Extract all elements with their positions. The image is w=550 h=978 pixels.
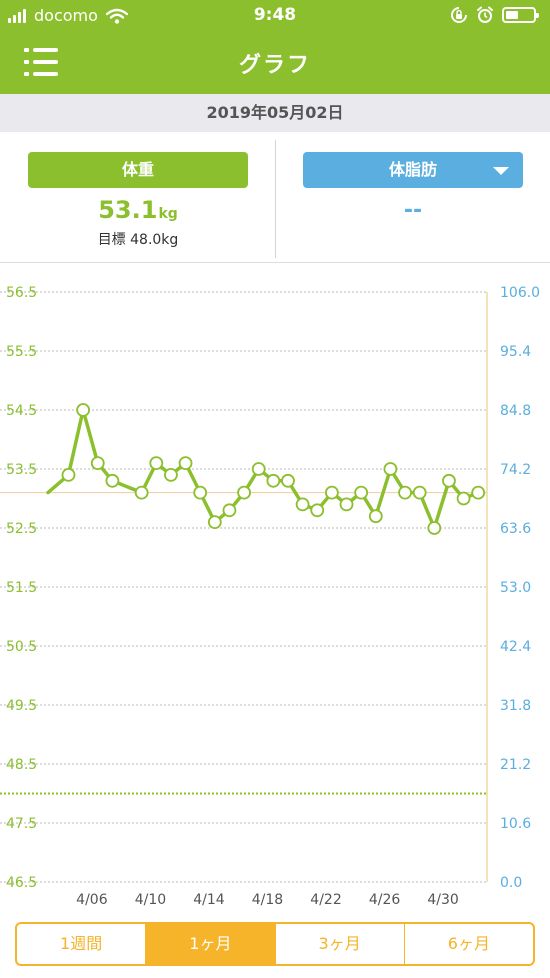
weight-tag: 体重 — [28, 152, 248, 188]
data-point — [164, 467, 178, 482]
data-point — [339, 497, 354, 512]
data-point — [266, 473, 281, 488]
list-menu-icon[interactable] — [24, 47, 58, 77]
data-point — [207, 515, 222, 530]
y-right-tick-label: 0.0 — [500, 875, 522, 891]
y-right-tick-label: 95.4 — [500, 344, 531, 360]
x-tick-label: 4/06 — [76, 892, 108, 908]
data-point — [178, 456, 193, 471]
data-point — [134, 485, 149, 500]
data-point — [295, 497, 310, 512]
y-left-tick-label: 53.5 — [6, 462, 37, 478]
nav-bar: グラフ — [0, 32, 550, 94]
data-point — [456, 491, 471, 506]
data-point — [251, 462, 266, 476]
signal-icon — [8, 8, 28, 23]
y-left-tick-label: 51.5 — [6, 580, 37, 596]
y-right-tick-label: 106.0 — [500, 285, 540, 301]
chart-svg: 56.5 106.0 55.5 95.4 54.5 84.8 53.5 74.2 52.5 63.… — [0, 285, 540, 908]
y-right-tick-label: 10.6 — [500, 816, 531, 832]
x-tick-label: 4/26 — [369, 892, 401, 908]
y-right-tick-label: 42.4 — [500, 639, 531, 655]
status-right — [450, 6, 539, 24]
x-tick-label: 4/10 — [135, 892, 166, 908]
dropdown-arrow-icon — [493, 167, 509, 175]
data-point — [61, 467, 76, 482]
y-right-tick-label: 53.0 — [500, 580, 531, 596]
alarm-icon — [477, 6, 493, 23]
data-point — [105, 473, 120, 488]
x-tick-label: 4/18 — [252, 892, 283, 908]
wifi-icon — [105, 8, 128, 24]
y-right-tick-label: 21.2 — [500, 757, 531, 773]
y-left-tick-label: 52.5 — [6, 521, 37, 537]
y-right-tick-label: 84.8 — [500, 403, 531, 419]
period-tabs: 1週間 1ヶ月 3ヶ月 6ヶ月 — [15, 922, 535, 966]
weight-number: 53.1 — [98, 196, 158, 224]
data-point — [76, 403, 91, 417]
rotation-lock-icon — [451, 7, 467, 23]
y-right-tick-label: 31.8 — [500, 698, 531, 714]
x-tick-label: 4/30 — [427, 892, 458, 908]
data-point — [412, 485, 427, 500]
battery-icon — [502, 7, 539, 23]
data-point — [398, 485, 412, 500]
page-title: グラフ — [238, 53, 311, 78]
x-tick-label: 4/22 — [310, 892, 341, 908]
data-point — [193, 485, 208, 500]
data-point — [383, 462, 398, 476]
date-label: 2019年05月02日 — [0, 94, 550, 132]
data-point — [442, 473, 456, 488]
data-point — [471, 485, 486, 500]
data-point — [149, 456, 164, 471]
y-left-tick-label: 55.5 — [6, 344, 37, 360]
status-time: 9:48 — [253, 5, 297, 25]
period-tab[interactable]: 1週間 — [17, 924, 147, 964]
period-tab[interactable]: 1ヶ月 — [146, 924, 276, 964]
data-point — [324, 485, 339, 500]
data-point — [354, 485, 369, 500]
period-tab[interactable]: 6ヶ月 — [447, 934, 490, 953]
y-right-tick-label: 74.2 — [500, 462, 531, 478]
data-point — [427, 521, 442, 535]
weight-goal: 目標 48.0kg — [97, 232, 179, 248]
body-fat-value: -- — [403, 198, 423, 223]
y-right-tick-label: 63.6 — [500, 521, 531, 537]
data-point — [90, 456, 105, 471]
period-tab[interactable]: 3ヶ月 — [276, 924, 405, 964]
summary-panel: 体重 53.1kg 目標 48.0kg 体脂肪 -- — [0, 132, 550, 263]
data-point — [310, 503, 325, 518]
status-left: docomo — [8, 6, 128, 25]
status-bar: docomo 9:48 — [0, 0, 550, 32]
x-tick-label: 4/14 — [193, 892, 225, 908]
data-point — [222, 503, 237, 518]
data-point — [368, 509, 383, 524]
y-left-tick-label: 46.5 — [6, 875, 37, 891]
carrier-label: docomo — [34, 6, 98, 25]
y-left-tick-label: 56.5 — [6, 285, 37, 301]
y-left-tick-label: 47.5 — [6, 816, 37, 832]
weight-chart: 56.5 106.0 55.5 95.4 54.5 84.8 53.5 74.2 52.5 63.… — [0, 262, 550, 912]
weight-value: 53.1kg — [28, 196, 248, 224]
weight-unit: kg — [158, 206, 178, 222]
summary-divider — [275, 140, 276, 258]
body-fat-dropdown[interactable]: 体脂肪 — [303, 152, 523, 188]
data-point — [237, 485, 251, 500]
y-left-tick-label: 54.5 — [6, 403, 37, 419]
data-point — [281, 473, 295, 488]
body-fat-label: 体脂肪 — [388, 160, 437, 179]
y-left-tick-label: 49.5 — [6, 698, 37, 714]
y-left-tick-label: 48.5 — [6, 757, 37, 773]
y-left-tick-label: 50.5 — [6, 639, 37, 655]
